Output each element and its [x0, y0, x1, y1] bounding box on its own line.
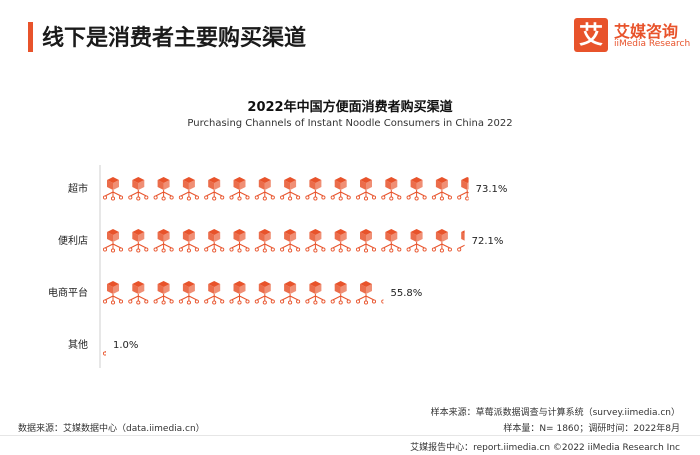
- noodle-icon: [431, 177, 452, 201]
- noodle-icon: [330, 177, 351, 201]
- noodle-icon: [204, 177, 225, 201]
- noodle-icon: [305, 281, 326, 305]
- page-title: 线下是消费者主要购买渠道: [42, 26, 307, 51]
- noodle-icon: [330, 229, 351, 253]
- chart-subtitle: Purchasing Channels of Instant Noodle Co…: [187, 118, 513, 129]
- noodle-icon: [102, 229, 124, 253]
- value-label: 73.1%: [476, 184, 508, 195]
- noodle-icon: [178, 177, 199, 201]
- value-label: 1.0%: [113, 340, 138, 351]
- noodle-icon: [280, 229, 301, 253]
- noodle-icon: [280, 177, 301, 201]
- value-label: 55.8%: [391, 288, 423, 299]
- noodle-icon: [128, 229, 149, 253]
- noodle-icon: [330, 281, 351, 305]
- noodle-icon: [153, 229, 174, 253]
- bar-电商平台: [102, 281, 384, 305]
- title-accent-bar: [28, 22, 33, 52]
- category-label: 超市: [68, 182, 88, 195]
- category-label: 电商平台: [48, 286, 88, 299]
- noodle-icon: [254, 177, 275, 201]
- category-label: 其他: [68, 338, 88, 351]
- noodle-icon: [305, 229, 326, 253]
- noodle-icon: [128, 281, 149, 305]
- category-label: 便利店: [58, 234, 88, 247]
- noodle-icon: [355, 229, 377, 253]
- noodle-icon: [153, 177, 174, 201]
- noodle-icon: [406, 177, 427, 201]
- value-label: 72.1%: [472, 236, 504, 247]
- noodle-icon: [229, 177, 250, 201]
- noodle-icon: [355, 281, 377, 305]
- noodle-icon-partial: [457, 230, 465, 252]
- data-source-note: 数据来源：艾媒数据中心（data.iimedia.cn）: [18, 424, 205, 434]
- noodle-icon: [381, 177, 402, 201]
- footer-divider: [0, 435, 700, 436]
- noodle-icon: [280, 281, 301, 305]
- chart-title: 2022年中国方便面消费者购买渠道: [247, 100, 453, 115]
- noodle-icon: [229, 229, 250, 253]
- noodle-icon: [431, 229, 452, 253]
- bar-便利店: [102, 229, 465, 253]
- noodle-icon: [204, 281, 225, 305]
- sample-size-note: 样本量：N= 1860；调研时间：2022年8月: [503, 424, 680, 434]
- noodle-icon: [254, 229, 275, 253]
- bar-超市: [102, 177, 469, 201]
- noodle-icon-partial: [381, 299, 384, 304]
- noodle-icon: [381, 229, 402, 253]
- noodle-icon: [406, 229, 427, 253]
- noodle-icon: [229, 281, 250, 305]
- noodle-icon: [128, 177, 149, 201]
- noodle-icon: [178, 281, 199, 305]
- copyright-note: 艾媒报告中心：report.iimedia.cn ©2022 iiMedia R…: [410, 443, 680, 453]
- bar-其他: [102, 350, 106, 356]
- noodle-icon: [153, 281, 174, 305]
- noodle-icon: [102, 281, 124, 305]
- noodle-icon: [254, 281, 275, 305]
- logo-mark: 艾: [574, 18, 608, 52]
- sample-source-note: 样本来源：草莓派数据调查与计算系统（survey.iimedia.cn）: [430, 408, 680, 418]
- noodle-icon: [305, 177, 326, 201]
- iimedia-logo: 艾 艾媒咨询 iiMedia Research: [574, 18, 694, 58]
- noodle-icon: [204, 229, 225, 253]
- noodle-icon-partial: [457, 177, 469, 201]
- noodle-icon: [355, 177, 377, 201]
- logo-name-en: iiMedia Research: [614, 39, 691, 49]
- noodle-icon: [102, 177, 124, 201]
- logo-name-cn: 艾媒咨询: [614, 22, 679, 41]
- noodle-icon: [178, 229, 199, 253]
- noodle-icon-partial: [102, 350, 106, 356]
